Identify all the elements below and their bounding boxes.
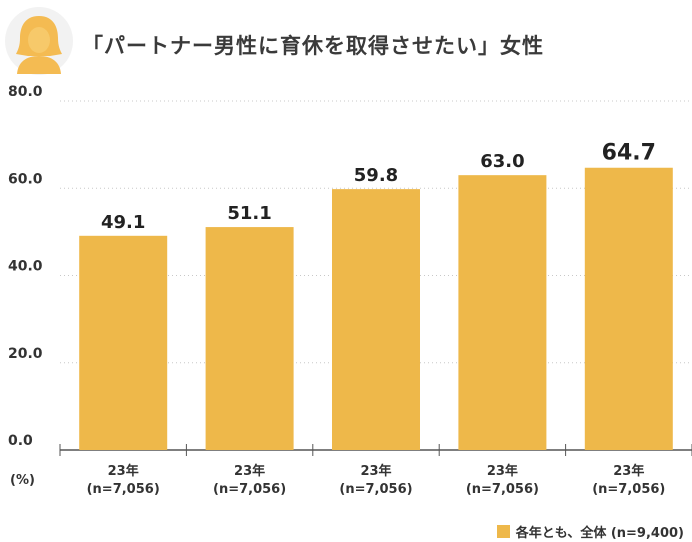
page-title: 「パートナー男性に育休を取得させたい」女性 [82, 34, 544, 58]
x-tick-label: 23年 [487, 463, 518, 479]
x-tick-sublabel: (n=7,056) [87, 482, 160, 497]
x-tick-sublabel: (n=7,056) [592, 482, 665, 497]
bar [79, 235, 168, 450]
bar-value-label: 49.1 [101, 212, 145, 233]
y-tick-label: 80.0 [8, 84, 43, 100]
x-tick-sublabel: (n=7,056) [213, 482, 286, 497]
bar [205, 227, 294, 450]
bar [584, 167, 673, 450]
avatar-face [28, 27, 50, 53]
x-tick-sublabel: (n=7,056) [466, 482, 539, 497]
bar-value-label: 51.1 [227, 203, 271, 224]
x-tick-sublabel: (n=7,056) [339, 482, 412, 497]
x-tick-label: 23年 [613, 463, 644, 479]
avatar-body [17, 56, 61, 74]
x-tick-label: 23年 [108, 463, 139, 479]
y-axis-unit-label: (%) [10, 473, 35, 488]
bar [332, 189, 420, 450]
bar-value-label: 59.8 [354, 165, 398, 186]
legend-label: 各年とも、全体 (n=9,400) [515, 526, 684, 541]
bar-value-label: 63.0 [480, 151, 524, 172]
woman-avatar-icon [5, 7, 73, 75]
x-tick-label: 23年 [360, 463, 391, 479]
y-tick-label: 40.0 [8, 259, 43, 275]
bar [458, 175, 547, 450]
y-tick-label: 60.0 [8, 171, 43, 187]
y-tick-label: 0.0 [8, 433, 33, 449]
bar-value-label: 64.7 [602, 141, 656, 166]
legend-swatch [496, 525, 510, 538]
x-tick-label: 23年 [234, 463, 265, 479]
y-tick-label: 20.0 [8, 346, 43, 362]
legend: 各年とも、全体 (n=9,400) [496, 522, 684, 541]
